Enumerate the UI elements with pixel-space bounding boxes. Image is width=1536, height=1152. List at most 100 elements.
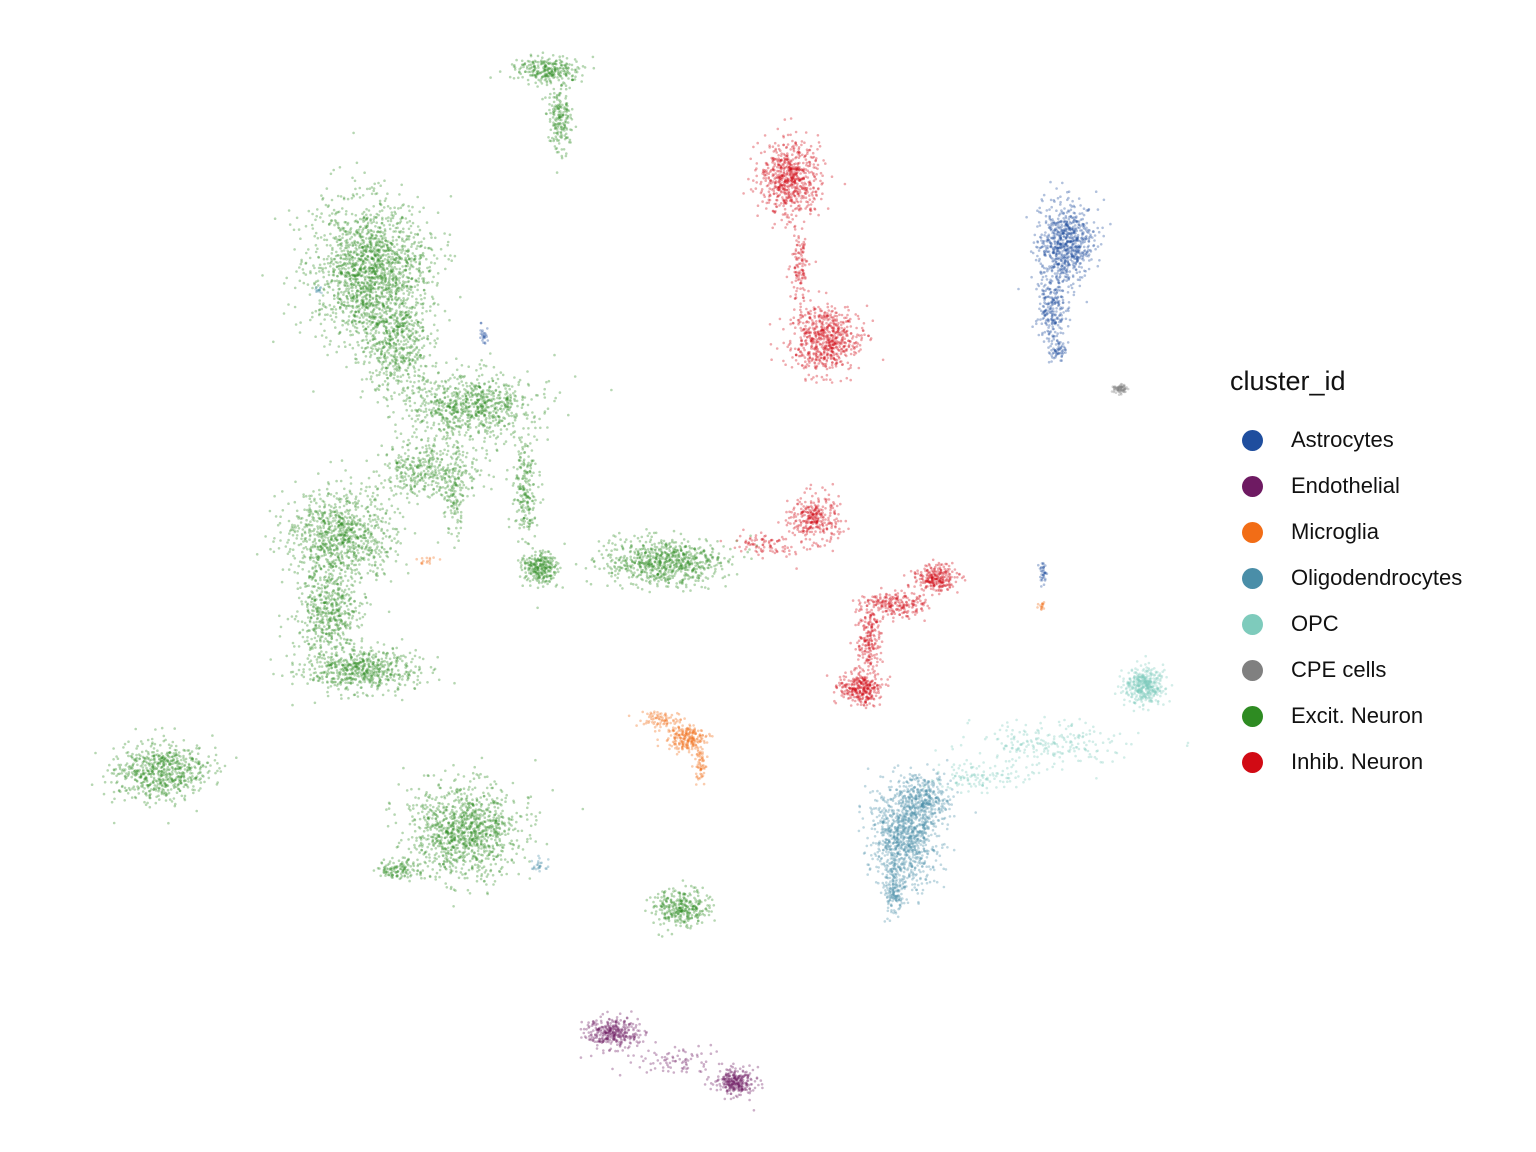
data-point <box>452 391 456 394</box>
data-point <box>438 399 442 402</box>
data-point <box>475 414 478 417</box>
data-point <box>329 307 333 311</box>
data-point <box>453 463 457 466</box>
data-point <box>381 342 385 346</box>
data-point <box>442 406 445 409</box>
data-point <box>391 285 394 289</box>
data-point <box>337 542 340 546</box>
data-point <box>406 386 410 389</box>
data-point <box>512 392 515 395</box>
data-point <box>348 489 352 493</box>
data-point <box>426 337 430 341</box>
data-point <box>320 307 324 311</box>
data-point <box>445 499 449 502</box>
data-point <box>426 337 429 340</box>
data-point <box>363 547 367 551</box>
data-point <box>546 438 549 441</box>
data-point <box>548 79 552 83</box>
data-point <box>378 508 382 511</box>
data-point <box>559 116 562 119</box>
data-point <box>417 390 421 394</box>
data-point <box>329 232 332 236</box>
data-point <box>383 548 386 551</box>
data-point <box>360 291 363 294</box>
data-point <box>485 449 488 452</box>
data-point <box>555 62 558 66</box>
data-point <box>341 232 345 236</box>
data-point <box>375 275 379 279</box>
data-point <box>428 265 432 269</box>
data-point <box>345 500 349 503</box>
data-point <box>308 538 311 541</box>
data-point <box>397 460 401 463</box>
data-point <box>378 297 382 300</box>
data-point <box>565 102 569 105</box>
data-point <box>422 372 426 375</box>
data-point <box>436 329 439 332</box>
data-point <box>513 66 517 69</box>
data-point <box>525 417 529 420</box>
data-point <box>347 253 351 256</box>
data-point <box>368 236 371 239</box>
data-point <box>397 248 400 252</box>
data-point <box>409 315 412 319</box>
data-point <box>451 412 454 416</box>
data-point <box>552 123 556 127</box>
data-point <box>529 53 533 57</box>
data-point <box>362 210 366 214</box>
data-point <box>531 60 535 64</box>
data-point <box>553 66 557 69</box>
data-point <box>535 71 539 74</box>
data-point <box>364 226 368 229</box>
data-point <box>317 313 321 317</box>
data-point <box>316 527 320 530</box>
data-point <box>314 272 318 275</box>
data-point <box>354 572 358 576</box>
data-point <box>389 316 393 319</box>
data-point <box>398 276 401 280</box>
data-point <box>560 64 563 67</box>
data-point <box>573 68 577 72</box>
data-point <box>559 66 562 70</box>
data-point <box>319 216 322 219</box>
data-point <box>556 70 560 73</box>
data-point <box>366 225 369 228</box>
data-point <box>314 243 318 247</box>
data-point <box>548 61 552 65</box>
data-point <box>361 235 365 239</box>
data-point <box>374 237 377 240</box>
data-point <box>392 365 395 368</box>
data-point <box>362 515 366 518</box>
data-point <box>532 68 536 72</box>
data-point <box>396 297 400 300</box>
data-point <box>343 281 347 284</box>
data-point <box>323 503 327 506</box>
data-point <box>489 390 492 393</box>
data-point <box>477 374 481 378</box>
data-point <box>373 315 376 319</box>
data-point <box>417 414 421 417</box>
data-point <box>364 302 368 306</box>
data-point <box>295 534 299 537</box>
data-point <box>400 288 404 292</box>
data-point <box>321 303 325 307</box>
data-point <box>376 300 379 304</box>
data-point <box>565 62 568 65</box>
data-point <box>350 320 354 324</box>
data-point <box>326 291 330 294</box>
data-point <box>386 261 390 264</box>
data-point <box>405 379 409 383</box>
data-point <box>551 73 555 76</box>
data-point <box>345 564 349 567</box>
data-point <box>492 434 496 437</box>
data-point <box>569 141 572 144</box>
data-point <box>392 279 395 282</box>
data-point <box>407 474 411 478</box>
data-point <box>330 260 333 264</box>
data-point <box>335 250 338 254</box>
data-point <box>342 504 346 508</box>
data-point <box>545 81 549 84</box>
data-point <box>387 290 391 294</box>
data-point <box>268 509 272 513</box>
data-point <box>413 381 416 384</box>
